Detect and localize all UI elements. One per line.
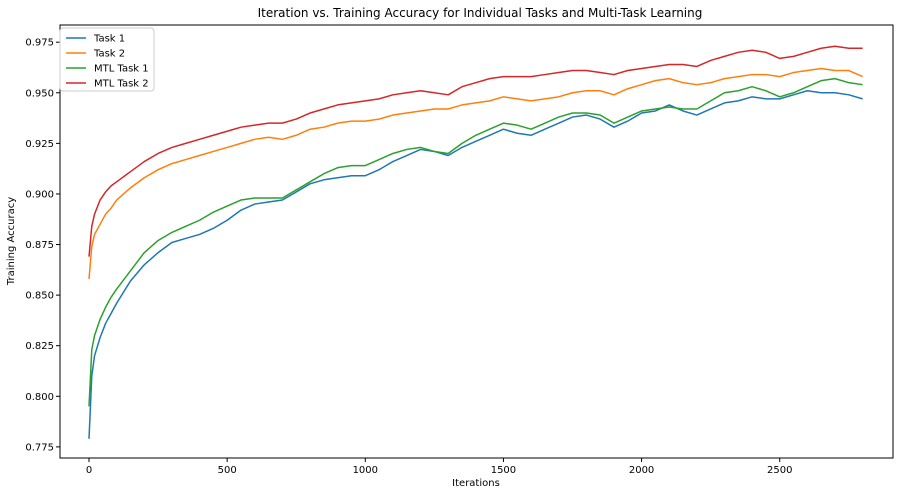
legend-box (59, 27, 155, 92)
legend-label: MTL Task 2 (94, 79, 149, 90)
legend: Task 1 Task 2 MTL Task 1 MTL Task 2 (59, 27, 155, 92)
series-line-2 (88, 67, 863, 279)
plot-frame (59, 24, 894, 459)
series-layer (88, 45, 863, 439)
x-tick-label: 1500 (491, 465, 516, 476)
x-axis-label: Iterations (452, 478, 500, 489)
x-tick-label: 2000 (629, 465, 654, 476)
chart-title: Iteration vs. Training Accuracy for Indi… (258, 6, 703, 20)
y-tick-label: 0.875 (25, 240, 54, 251)
x-tick-label: 1000 (353, 465, 378, 476)
x-tick-label: 2500 (767, 465, 792, 476)
y-axis: 0.775 0.800 0.825 0.850 0.875 0.900 0.925 0.950… (25, 38, 60, 453)
series-line-4 (88, 45, 863, 257)
y-tick-label: 0.925 (25, 139, 54, 150)
y-tick-label: 0.825 (25, 341, 54, 352)
y-tick-label: 0.950 (25, 88, 54, 99)
legend-label: MTL Task 1 (94, 64, 149, 75)
series-line-3 (88, 77, 863, 407)
legend-label: Task 1 (93, 34, 125, 45)
x-tick-label: 500 (218, 465, 237, 476)
series-line-1 (88, 90, 863, 439)
y-axis-label: Training Accuracy (6, 197, 17, 286)
plot-area (59, 24, 894, 459)
legend-label: Task 2 (93, 49, 125, 60)
y-tick-label: 0.775 (25, 442, 54, 453)
y-tick-label: 0.975 (25, 38, 54, 49)
y-tick-label: 0.800 (25, 392, 54, 403)
x-tick-label: 0 (86, 465, 92, 476)
y-tick-label: 0.850 (25, 291, 54, 302)
x-axis: 0 500 1000 1500 2000 2500 (86, 458, 792, 476)
y-tick-label: 0.900 (25, 189, 54, 200)
